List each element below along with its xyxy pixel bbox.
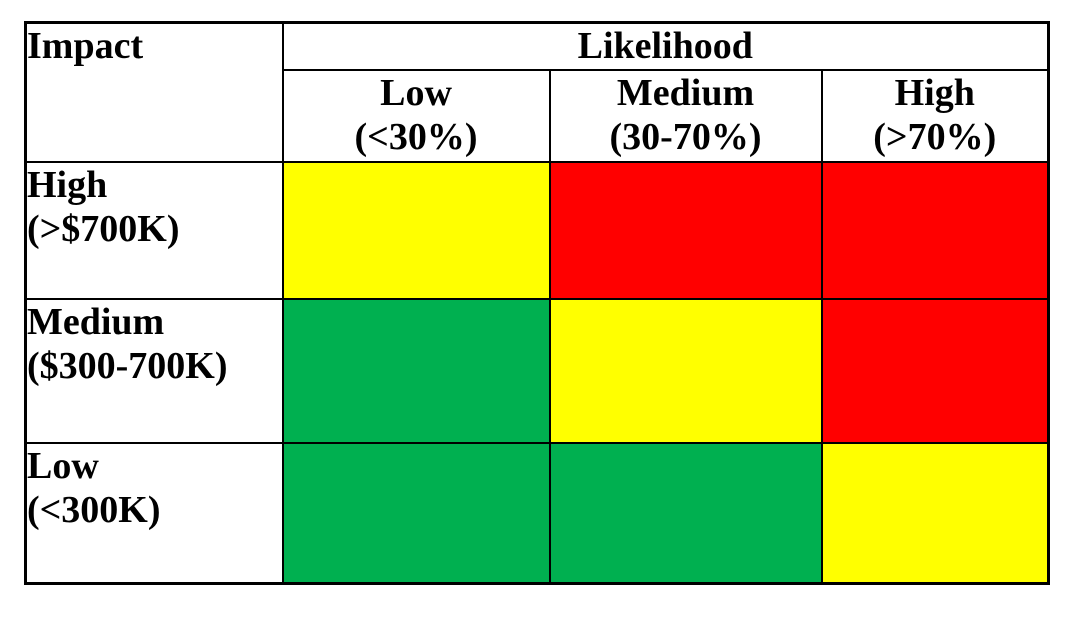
likelihood-medium-label: Medium	[616, 71, 755, 114]
impact-high-label: High	[27, 163, 108, 206]
matrix-row-low-impact: Low (<300K)	[24, 441, 1050, 585]
risk-cell-medium-impact-low-likelihood	[281, 297, 551, 444]
impact-medium-range: ($300-700K)	[27, 344, 228, 387]
matrix-row-medium-impact: Medium ($300-700K)	[24, 297, 1050, 444]
likelihood-low-range: (<30%)	[354, 115, 478, 158]
risk-cell-high-impact-high-likelihood	[820, 160, 1050, 300]
likelihood-high-label: High	[894, 71, 975, 114]
risk-cell-low-impact-low-likelihood	[281, 441, 551, 585]
header-row-likelihood-levels: Low (<30%) Medium (30-70%) High (>70%)	[26, 68, 1050, 163]
risk-matrix-table: Impact Likelihood Low (<30%) Medium (30-…	[24, 21, 1050, 585]
likelihood-low-header-cell: Low (<30%)	[281, 68, 551, 163]
risk-cell-low-impact-medium-likelihood	[548, 441, 823, 585]
impact-high-range: (>$700K)	[27, 207, 180, 250]
likelihood-medium-range: (30-70%)	[609, 115, 762, 158]
likelihood-high-range: (>70%)	[873, 115, 997, 158]
impact-low-label: Low	[27, 444, 99, 487]
risk-cell-medium-impact-high-likelihood	[820, 297, 1050, 444]
impact-low-header-cell: Low (<300K)	[24, 441, 284, 585]
impact-low-range: (<300K)	[27, 488, 161, 531]
likelihood-axis-header-cell: Likelihood	[281, 21, 1050, 71]
risk-cell-high-impact-medium-likelihood	[548, 160, 823, 300]
likelihood-axis-label: Likelihood	[577, 25, 753, 67]
likelihood-medium-header-cell: Medium (30-70%)	[548, 68, 823, 163]
impact-axis-header-cell: Impact	[24, 21, 284, 163]
header-row-likelihood: Impact Likelihood	[24, 21, 1050, 163]
impact-medium-label: Medium	[27, 300, 165, 343]
impact-high-header-cell: High (>$700K)	[24, 160, 284, 300]
risk-cell-low-impact-high-likelihood	[820, 441, 1050, 585]
risk-cell-high-impact-low-likelihood	[281, 160, 551, 300]
impact-axis-label: Impact	[27, 25, 144, 67]
likelihood-high-header-cell: High (>70%)	[820, 68, 1050, 163]
risk-cell-medium-impact-medium-likelihood	[548, 297, 823, 444]
matrix-row-high-impact: High (>$700K)	[24, 160, 1050, 300]
likelihood-low-label: Low	[380, 71, 452, 114]
impact-medium-header-cell: Medium ($300-700K)	[24, 297, 284, 444]
